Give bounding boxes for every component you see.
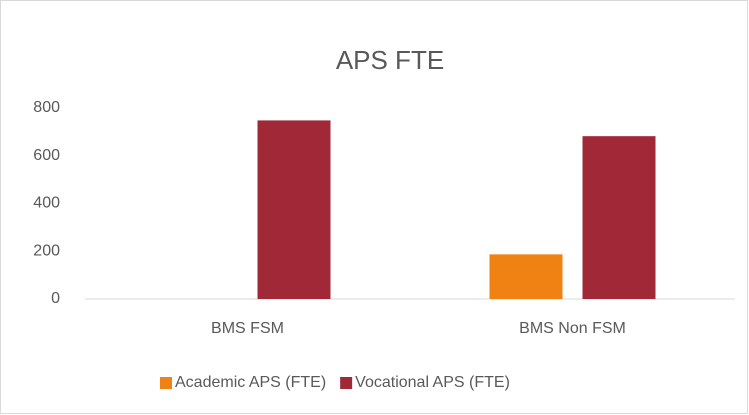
y-tick-label: 0 xyxy=(51,290,60,307)
legend-label: Academic APS (FTE) xyxy=(175,374,326,391)
bar xyxy=(489,254,563,299)
y-tick-label: 200 xyxy=(33,242,60,259)
x-tick-label: BMS FSM xyxy=(211,320,284,337)
bar xyxy=(582,136,656,299)
y-tick-label: 800 xyxy=(33,99,60,116)
chart-title: APS FTE xyxy=(336,45,444,75)
y-tick-label: 400 xyxy=(33,195,60,212)
legend-label: Vocational APS (FTE) xyxy=(355,374,510,391)
bar xyxy=(257,120,331,299)
x-tick-label: BMS Non FSM xyxy=(519,320,626,337)
legend-swatch xyxy=(160,377,172,389)
legend-swatch xyxy=(340,377,353,389)
y-tick-label: 600 xyxy=(33,147,60,164)
